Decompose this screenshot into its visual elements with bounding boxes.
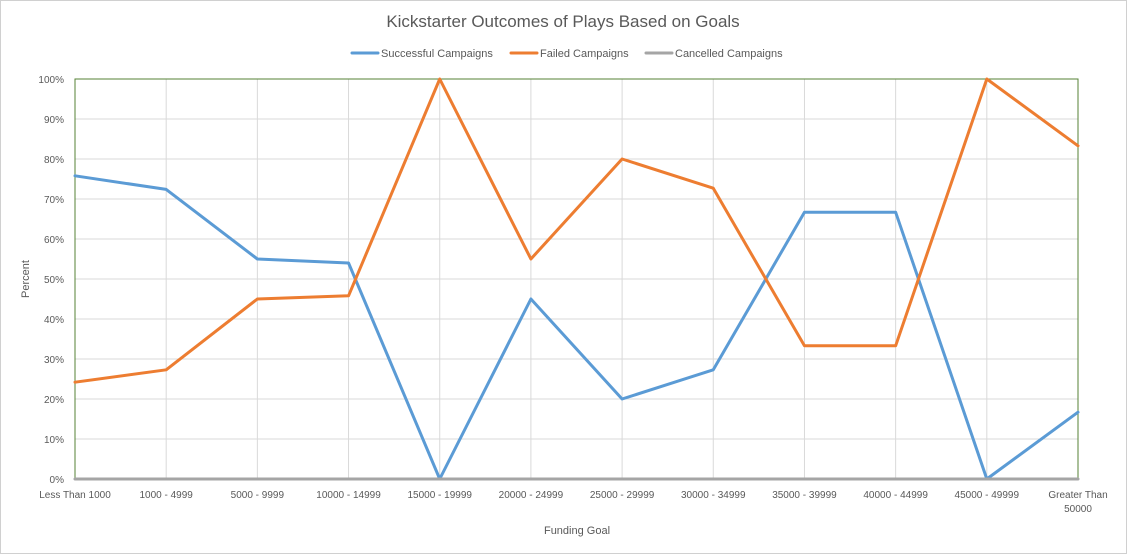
data-point [164,477,168,481]
x-tick-label: 30000 - 34999 [681,490,746,501]
x-axis-ticks: Less Than 1000 1000 - 4999 5000 - 9999 1000… [39,490,1107,515]
data-point [712,187,715,190]
data-point [620,157,624,161]
data-point [894,344,897,347]
series-lines [73,77,1080,481]
y-axis-title: Percent [20,260,32,298]
data-point [73,381,77,384]
data-point [620,477,624,481]
x-tick-label: 25000 - 29999 [590,490,655,501]
data-point [1076,144,1080,147]
chart-title: Kickstarter Outcomes of Plays Based on G… [386,12,739,31]
data-point [894,211,897,214]
legend-label: Failed Campaigns [540,48,629,60]
data-point [803,477,806,481]
data-point [529,297,533,301]
y-tick-label: 100% [38,75,64,86]
data-point [438,477,441,481]
data-point [803,344,806,347]
data-point [529,477,533,481]
y-tick-label: 50% [44,275,64,286]
x-axis-title: Funding Goal [544,525,610,537]
series-line-successful-campaigns [73,174,1080,481]
x-tick-label: 1000 - 4999 [139,490,193,501]
data-point [894,477,897,481]
x-tick-label: 10000 - 14999 [316,490,381,501]
x-tick-label: Less Than 1000 [39,490,111,501]
data-point [1076,477,1080,481]
y-tick-label: 90% [44,115,64,126]
y-tick-label: 20% [44,395,64,406]
x-tick-label: 20000 - 24999 [499,490,564,501]
data-point [985,77,989,81]
data-point [73,174,77,177]
data-point [164,368,168,371]
data-point [164,188,168,191]
y-axis-ticks: 0% 10% 20% 30% 40% 50% 60% 70% 80% 90% 100% [38,75,64,486]
data-point [347,261,350,265]
data-point [347,477,350,481]
x-tick-label: 40000 - 44999 [863,490,928,501]
y-tick-label: 30% [44,355,64,366]
data-point [803,211,806,214]
x-tick-label: 5000 - 9999 [231,490,285,501]
data-point [712,477,715,481]
data-point [73,477,77,481]
data-point [712,368,715,371]
y-tick-label: 40% [44,315,64,326]
gridlines [74,78,1079,480]
y-tick-label: 80% [44,155,64,166]
legend-label: Successful Campaigns [381,48,493,60]
data-point [256,297,259,301]
data-point [1076,411,1080,414]
x-tick-label: 15000 - 19999 [407,490,472,501]
y-tick-label: 60% [44,235,64,246]
data-point [438,77,441,81]
data-point [256,257,259,261]
y-tick-label: 70% [44,195,64,206]
data-point [347,294,350,297]
data-point [620,397,624,401]
y-tick-label: 0% [50,475,65,486]
data-point [529,257,533,261]
data-point [256,477,259,481]
y-tick-label: 10% [44,435,64,446]
legend: Successful Campaigns Failed Campaigns Canc… [350,48,783,60]
x-tick-label: 45000 - 49999 [955,490,1020,501]
series-line-failed-campaigns [73,77,1080,384]
x-tick-label: Greater Than 50000 [1048,490,1107,515]
x-tick-label: 35000 - 39999 [772,490,837,501]
data-point [985,477,989,481]
legend-label: Cancelled Campaigns [675,48,783,60]
